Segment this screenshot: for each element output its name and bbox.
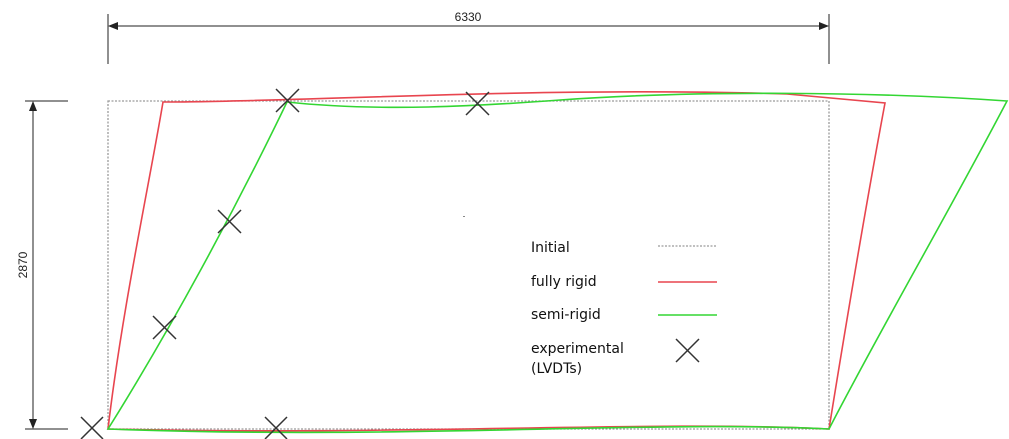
legend-item-semi-rigid: semi-rigid	[531, 307, 717, 323]
width-dimension: 6330	[107, 10, 830, 64]
experimental-markers	[80, 88, 490, 439]
initial-frame	[107, 100, 830, 430]
lvdt-marker	[217, 209, 242, 234]
width-dimension-label: 6330	[455, 10, 482, 24]
stray-dot	[463, 216, 465, 217]
height-dimension-label: 2870	[16, 251, 30, 278]
legend-item-initial: Initial	[531, 240, 717, 256]
legend-swatch-cross-icon	[675, 338, 700, 363]
lvdt-marker	[152, 315, 177, 340]
lvdt-marker	[465, 91, 490, 116]
legend-label-semi-rigid: semi-rigid	[531, 307, 601, 323]
legend-label-experimental-sub: (LVDTs)	[531, 361, 582, 377]
lvdt-marker	[275, 88, 300, 113]
legend-item-experimental: experimental (LVDTs)	[531, 338, 700, 377]
legend-label-initial: Initial	[531, 240, 570, 256]
fully-rigid-shape	[107, 90, 886, 432]
legend: Initial fully rigid semi-rigid experimen…	[531, 240, 717, 377]
lvdt-marker	[80, 416, 104, 439]
legend-label-fully-rigid: fully rigid	[531, 274, 597, 290]
semi-rigid-shape	[106, 92, 1009, 434]
legend-label-experimental: experimental	[531, 341, 624, 357]
height-dimension: 2870	[16, 100, 68, 430]
lvdt-marker	[264, 416, 288, 439]
legend-item-fully-rigid: fully rigid	[531, 274, 717, 290]
